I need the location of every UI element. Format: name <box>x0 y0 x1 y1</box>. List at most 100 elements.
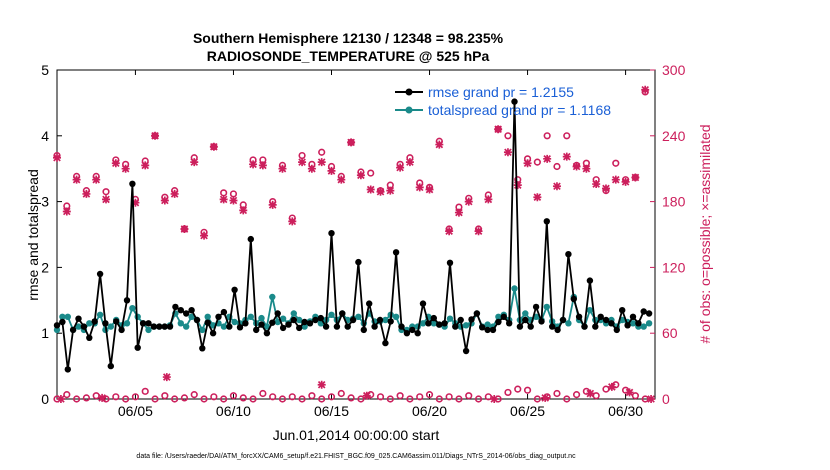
rmse-point <box>172 303 179 311</box>
obs-assimilated-marker <box>111 159 120 168</box>
rmse-series <box>53 98 653 373</box>
obs-low-assimilated-marker <box>625 388 634 397</box>
rmse-point <box>619 307 626 314</box>
rmse-point <box>188 307 195 314</box>
spread-point <box>86 320 93 327</box>
y-right-tick-label: 240 <box>662 128 686 144</box>
obs-assimilated-marker <box>386 186 395 195</box>
rmse-point <box>559 316 567 324</box>
obs-assimilated-marker <box>533 193 542 202</box>
obs-assimilated-marker <box>219 195 228 204</box>
x-axis-label: Jun.01,2014 00:00:00 start <box>273 427 440 443</box>
obs-assimilated-marker <box>121 164 130 173</box>
rmse-point <box>506 320 513 327</box>
rmse-point <box>382 339 389 347</box>
obs-low-possible-marker <box>210 393 218 401</box>
obs-low-possible-marker <box>572 391 581 399</box>
obs-low-possible-marker <box>269 393 277 401</box>
spread-point <box>274 318 281 326</box>
spread-point <box>129 305 136 312</box>
obs-low-possible-marker <box>631 392 639 400</box>
rmse-point <box>403 330 411 337</box>
obs-possible-marker <box>298 151 306 160</box>
obs-low-possible-marker <box>171 395 179 403</box>
rmse-point <box>86 334 93 341</box>
rmse-point <box>581 323 588 330</box>
obs-assimilated-marker <box>268 200 277 209</box>
obs-low-possible-marker <box>563 395 571 403</box>
rmse-point <box>452 323 459 330</box>
rmse-point <box>543 218 550 225</box>
obs-low-assimilated-marker <box>541 393 550 402</box>
obs-low-assimilated-marker <box>362 391 371 400</box>
obs-possible-marker <box>533 158 541 166</box>
rmse-point <box>64 366 72 373</box>
obs-assimilated-marker <box>425 185 434 194</box>
spread-point <box>640 323 647 330</box>
obs-assimilated-marker <box>572 162 581 171</box>
obs-assimilated-marker <box>523 159 532 168</box>
obs-assimilated-marker <box>317 158 326 167</box>
y-right-tick-label: 60 <box>662 325 678 341</box>
obs-low-possible-marker <box>151 395 159 403</box>
spread-point <box>183 323 190 330</box>
rmse-point <box>436 321 443 328</box>
rmse-point <box>220 308 228 316</box>
rmse-point <box>204 319 211 326</box>
obs-assimilated-marker <box>141 161 150 170</box>
plot-area-frame <box>56 69 656 400</box>
rmse-point <box>554 326 561 334</box>
y-left-tick-label: 5 <box>41 62 49 78</box>
spread-point <box>231 318 238 326</box>
obs-low-possible-marker <box>259 389 267 398</box>
obs-assimilated-marker <box>356 171 365 180</box>
chart-title-line1: Southern Hemisphere 12130 / 12348 = 98.2… <box>193 30 504 46</box>
obs-low-possible-marker <box>288 393 296 401</box>
rmse-point <box>145 320 152 327</box>
obs-assimilated-marker <box>62 207 71 216</box>
obs-assimilated-marker <box>151 131 160 140</box>
rmse-point <box>129 180 136 187</box>
legend-rmse-label: rmse grand pr = 1.2155 <box>428 84 574 100</box>
spread-point <box>645 320 653 327</box>
obs-assimilated-marker <box>131 198 140 207</box>
obs-low-possible-marker <box>523 386 532 394</box>
rmse-point <box>226 323 233 330</box>
rmse-point <box>279 324 287 332</box>
rmse-point <box>532 303 540 311</box>
obs-low-possible-marker <box>122 395 130 403</box>
spread-point <box>199 326 206 334</box>
spread-point <box>629 320 637 327</box>
obs-low-possible-marker <box>278 395 287 403</box>
rmse-point <box>339 310 346 317</box>
rmse-point <box>479 324 486 331</box>
spread-point <box>134 313 141 320</box>
rmse-point <box>597 313 604 320</box>
y-right-tick-label: 180 <box>662 194 686 210</box>
obs-assimilated-marker <box>366 185 375 194</box>
obs-assimilated-marker <box>337 175 346 184</box>
obs-assimilated-marker <box>494 125 503 134</box>
spread-point <box>53 326 61 334</box>
spread-point <box>495 313 502 320</box>
obs-low-possible-marker <box>514 385 522 393</box>
obs-assimilated-marker <box>298 158 307 167</box>
obs-low-assimilated-marker <box>162 373 171 382</box>
x-tick-label: 06/30 <box>608 403 643 419</box>
obs-low-possible-marker <box>376 393 385 401</box>
spread-point <box>290 310 297 317</box>
rmse-point <box>511 98 518 105</box>
rmse-point <box>177 307 184 314</box>
rmse-point <box>592 323 599 330</box>
obs-assimilated-marker <box>180 225 189 234</box>
obs-possible-marker <box>553 162 561 171</box>
rmse-point <box>344 323 351 330</box>
rmse-point <box>301 318 308 326</box>
obs-low-possible-marker <box>161 392 169 400</box>
obs-low-possible-marker <box>73 395 81 403</box>
rmse-point <box>640 308 647 315</box>
rmse-point <box>645 310 653 317</box>
rmse-point <box>247 235 254 243</box>
rmse-point <box>156 323 163 330</box>
rmse-point <box>516 323 524 330</box>
